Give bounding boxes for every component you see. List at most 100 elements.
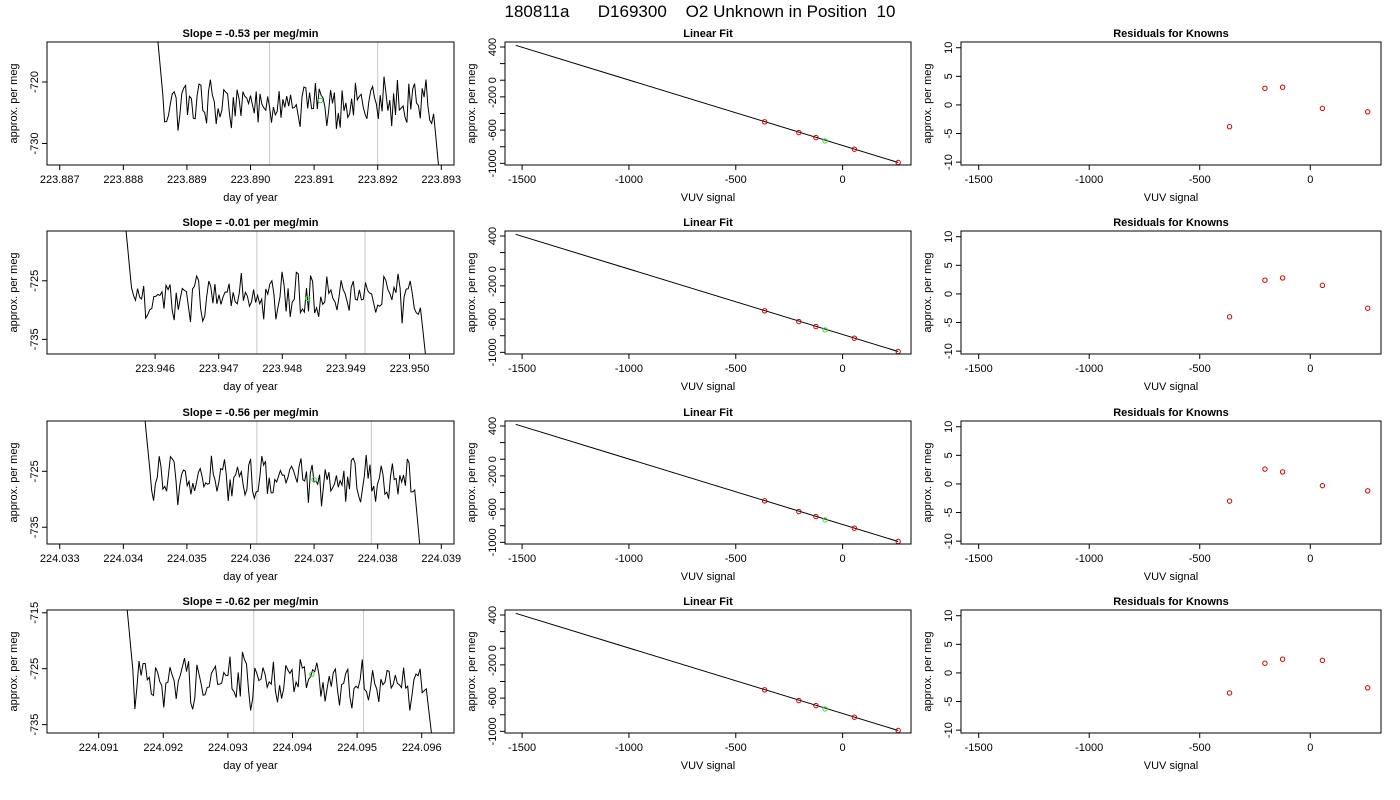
y-axis-label: approx. per meg [8, 442, 20, 522]
x-axis-label: VUV signal [1144, 381, 1198, 393]
known-point [796, 508, 802, 515]
x-axis-label: day of year [223, 381, 278, 393]
x-tick-label: -500 [1189, 742, 1211, 754]
known-point [761, 119, 768, 125]
x-tick-label: -1500 [508, 742, 536, 754]
fit-line [515, 423, 899, 542]
x-tick-label: -500 [725, 174, 747, 186]
signal-trace [126, 610, 432, 733]
panel-row1-col3: Residuals for Knowns -1500 -1000 -500 0 -10 -5… [922, 28, 1382, 204]
residual-point [1226, 314, 1233, 320]
y-tick-label: 0 [943, 102, 955, 108]
x-tick-label: 224.039 [421, 553, 461, 565]
plot-area [515, 612, 901, 733]
x-tick-label: 223.891 [294, 174, 334, 186]
y-tick-label: 5 [943, 73, 955, 79]
x-tick-label: -1000 [615, 553, 643, 565]
unknown-point [822, 706, 828, 712]
x-tick-label: -500 [725, 553, 747, 565]
unknown-marker [305, 295, 311, 302]
residual-point [1226, 690, 1233, 696]
x-tick-label: -1500 [965, 742, 993, 754]
x-tick-label: 223.949 [326, 363, 366, 375]
plot-frame [504, 230, 912, 355]
y-tick-label: -10 [943, 722, 955, 738]
panel-row2-col2: Linear Fit -1500 -1000 -500 0 -1000 -600 -200 0 4… [466, 217, 912, 393]
x-tick-label: 223.890 [231, 174, 271, 186]
unknown-marker [311, 477, 317, 483]
plot-frame [504, 41, 912, 166]
x-tick-label: 0 [840, 174, 846, 186]
residual-point [1319, 657, 1326, 664]
panel-row3-col3: Residuals for Knowns -1500 -1000 -500 0 -10 -5… [922, 407, 1382, 583]
plot-frame [46, 609, 455, 734]
unknown-point [822, 327, 828, 333]
y-tick-label: 0 [487, 266, 499, 272]
x-axis-label: day of year [223, 760, 278, 772]
residual-point [1226, 123, 1233, 130]
y-tick-label: -5 [943, 318, 955, 328]
x-tick-label: 0 [1307, 174, 1313, 186]
known-point [796, 318, 802, 325]
residual-point [1262, 660, 1268, 666]
y-axis-label: approx. per meg [466, 252, 478, 332]
signal-trace [144, 421, 421, 544]
known-point [813, 134, 819, 141]
residual-point [1279, 84, 1286, 90]
plot-frame [960, 41, 1382, 166]
y-tick-label: -735 [29, 328, 41, 350]
plot-area [126, 610, 432, 733]
y-axis-label: approx. per meg [466, 631, 478, 711]
residual-point [1365, 109, 1371, 115]
panel-title: Slope = -0.62 per meg/min [182, 596, 318, 608]
fit-line [515, 612, 899, 731]
y-tick-label: -10 [943, 533, 955, 549]
x-tick-label: -1000 [615, 363, 643, 375]
y-axis-label: approx. per meg [8, 63, 20, 143]
x-tick-label: -1000 [1075, 363, 1103, 375]
y-tick-label: -1000 [487, 717, 499, 745]
residual-point [1279, 656, 1286, 662]
x-tick-label: -1500 [965, 553, 993, 565]
y-tick-label: 10 [943, 610, 955, 622]
x-axis-label: VUV signal [681, 381, 735, 393]
x-tick-label: 223.946 [135, 363, 175, 375]
y-axis-label: approx. per meg [466, 63, 478, 143]
y-tick-label: -200 [487, 654, 499, 676]
x-tick-label: -1000 [1075, 553, 1103, 565]
y-tick-label: 0 [943, 481, 955, 487]
known-point [796, 129, 802, 136]
x-tick-label: 224.038 [358, 553, 398, 565]
x-tick-label: 224.033 [40, 553, 80, 565]
y-tick-label: -725 [29, 460, 41, 482]
x-tick-label: -1500 [508, 553, 536, 565]
y-axis-label: approx. per meg [922, 252, 934, 332]
y-tick-label: -200 [487, 86, 499, 108]
y-tick-label: 400 [487, 417, 499, 435]
known-point [761, 308, 768, 314]
y-tick-label: 400 [487, 606, 499, 624]
x-tick-label: -1500 [965, 174, 993, 186]
x-tick-label: 0 [840, 742, 846, 754]
x-tick-label: 224.036 [231, 553, 271, 565]
panel-title: Residuals for Knowns [1113, 28, 1229, 40]
y-tick-label: -10 [943, 343, 955, 359]
plot-area [515, 233, 901, 354]
panel-row3-col1: Slope = -0.56 per meg/min 224.033 224.034 2… [8, 407, 461, 583]
y-tick-label: -600 [487, 308, 499, 330]
x-tick-label: 224.035 [167, 553, 207, 565]
x-tick-label: 224.094 [273, 742, 313, 754]
y-tick-label: -715 [29, 602, 41, 624]
residual-point [1365, 685, 1371, 691]
plot-area [1226, 656, 1371, 696]
plot-area [515, 44, 901, 165]
panel-title: Residuals for Knowns [1113, 407, 1229, 419]
x-tick-label: 0 [1307, 742, 1313, 754]
x-axis-label: VUV signal [1144, 192, 1198, 204]
y-tick-label: 0 [487, 645, 499, 651]
plot-frame [46, 420, 455, 545]
x-tick-label: 223.888 [103, 174, 143, 186]
panel-title: Linear Fit [683, 217, 733, 229]
y-tick-label: 400 [487, 38, 499, 56]
panel-row1-col1: Slope = -0.53 per meg/min 223.887 223.888 2… [8, 28, 461, 204]
